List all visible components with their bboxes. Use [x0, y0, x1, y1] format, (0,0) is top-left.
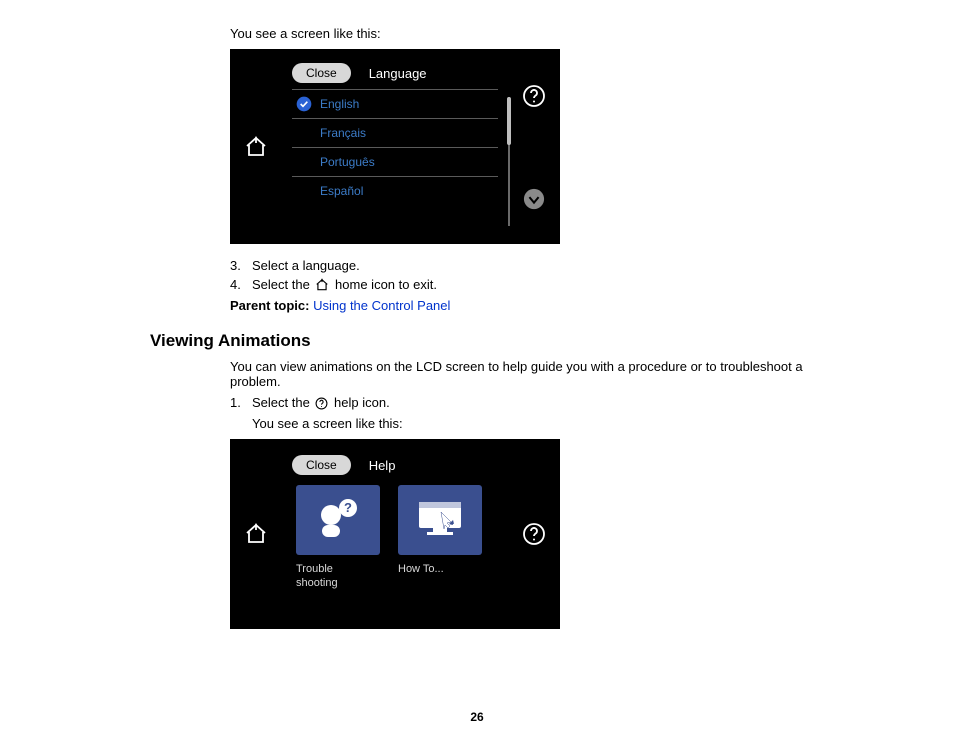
- scroll-thumb[interactable]: [507, 97, 511, 145]
- close-button[interactable]: Close: [292, 63, 351, 83]
- section-intro: You can view animations on the LCD scree…: [230, 359, 844, 389]
- language-label: Français: [320, 126, 366, 140]
- troubleshooting-tile[interactable]: ?: [296, 485, 380, 555]
- language-label: English: [320, 97, 359, 111]
- help-icon: [315, 397, 328, 410]
- step-number: 1.: [230, 395, 252, 410]
- help-icon[interactable]: [522, 522, 546, 546]
- svg-text:?: ?: [344, 500, 352, 515]
- list-item[interactable]: Français: [292, 119, 498, 148]
- screen-title: Language: [369, 66, 427, 81]
- list-item[interactable]: English: [292, 89, 498, 119]
- section-heading: Viewing Animations: [150, 331, 844, 351]
- help-icon[interactable]: [522, 84, 546, 108]
- language-label: Português: [320, 155, 375, 169]
- language-screen: Close Language English Français Portuguê: [230, 49, 560, 244]
- language-label: Español: [320, 184, 363, 198]
- list-item[interactable]: Español: [292, 177, 498, 205]
- tile-caption: Trouble shooting: [296, 563, 338, 591]
- step-text: Select a language.: [252, 258, 360, 273]
- intro-text-2: You see a screen like this:: [252, 416, 844, 431]
- step-text: Select the help icon.: [252, 395, 390, 410]
- language-list: English Français Português Español: [292, 89, 498, 205]
- step-text: Select the home icon to exit.: [252, 277, 437, 292]
- home-icon[interactable]: [244, 522, 268, 546]
- step-row: 3. Select a language.: [230, 258, 844, 273]
- screen-title: Help: [369, 458, 396, 473]
- home-icon[interactable]: [244, 135, 268, 159]
- close-button[interactable]: Close: [292, 455, 351, 475]
- parent-topic-label: Parent topic:: [230, 298, 309, 313]
- list-item[interactable]: Português: [292, 148, 498, 177]
- tile-caption: How To...: [398, 563, 444, 577]
- parent-topic: Parent topic: Using the Control Panel: [230, 298, 844, 313]
- page-number: 26: [0, 710, 954, 724]
- intro-text: You see a screen like this:: [230, 26, 844, 41]
- scroll-down-icon[interactable]: [523, 188, 545, 210]
- step-number: 3.: [230, 258, 252, 273]
- home-icon: [315, 278, 329, 292]
- howto-tile[interactable]: [398, 485, 482, 555]
- step-number: 4.: [230, 277, 252, 292]
- parent-topic-link[interactable]: Using the Control Panel: [313, 298, 450, 313]
- check-icon: [296, 96, 312, 112]
- step-row: 4. Select the home icon to exit.: [230, 277, 844, 292]
- help-screen: Close Help ? Trouble shoot: [230, 439, 560, 629]
- step-row: 1. Select the help icon.: [230, 395, 844, 410]
- scrollbar[interactable]: [508, 97, 510, 226]
